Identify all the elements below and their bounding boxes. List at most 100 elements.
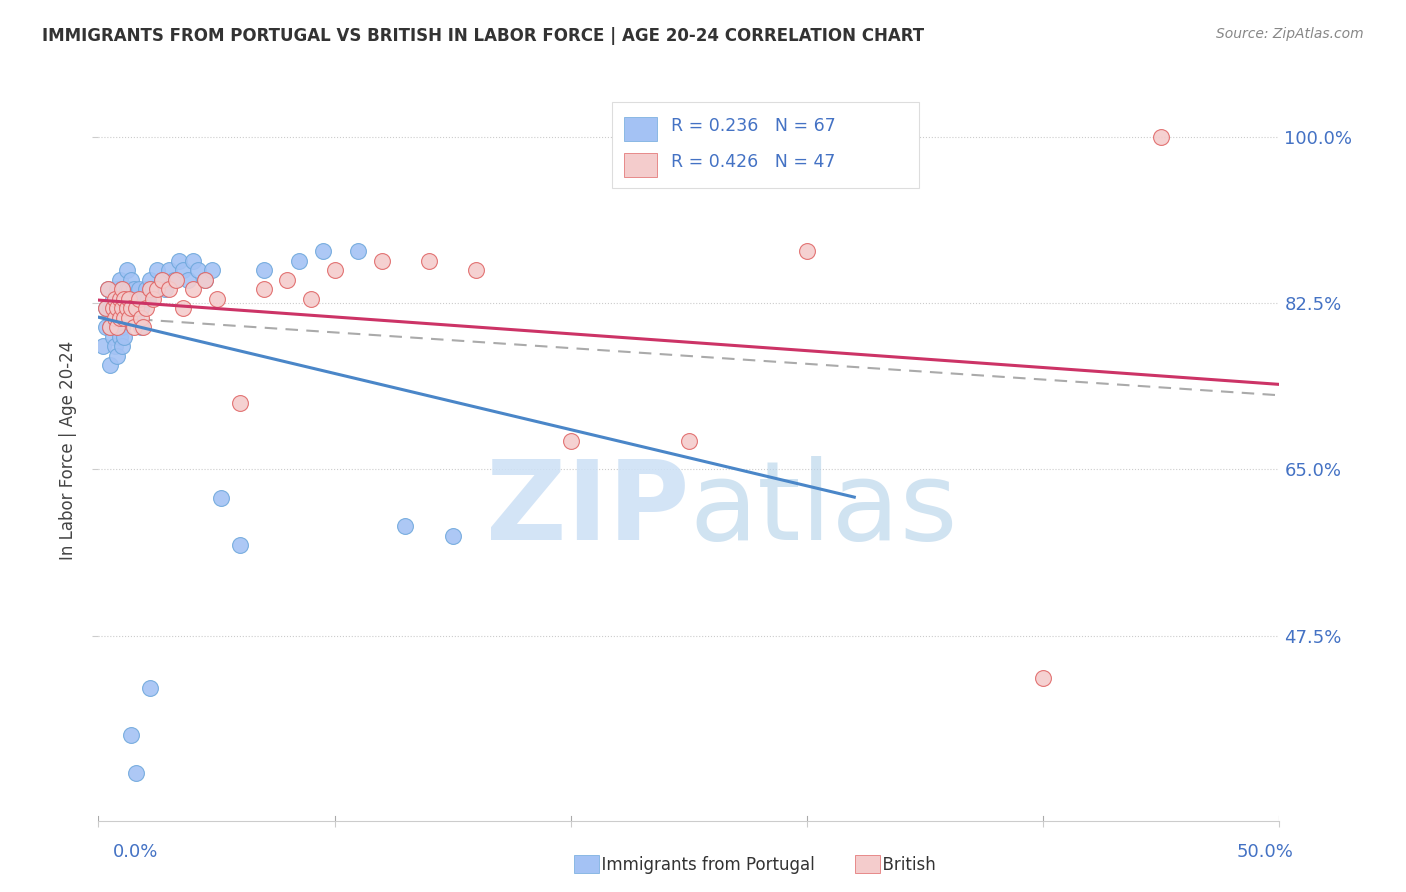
Point xyxy=(105,320,128,334)
Point xyxy=(98,320,121,334)
Point xyxy=(205,292,228,306)
Text: Immigrants from Portugal: Immigrants from Portugal xyxy=(591,856,814,874)
Point xyxy=(418,253,440,268)
Point xyxy=(108,272,131,286)
Point xyxy=(111,320,134,334)
Point xyxy=(299,292,322,306)
Point xyxy=(253,263,276,277)
Point xyxy=(129,301,152,315)
Point xyxy=(104,301,127,315)
FancyBboxPatch shape xyxy=(574,855,599,873)
Point xyxy=(167,253,190,268)
Point xyxy=(142,292,165,306)
Point xyxy=(371,253,394,268)
Point xyxy=(142,282,165,296)
Point xyxy=(323,263,346,277)
Point xyxy=(194,272,217,286)
Point xyxy=(111,301,134,315)
Point xyxy=(177,272,200,286)
Point xyxy=(125,310,148,325)
Point xyxy=(105,320,128,334)
Point xyxy=(146,263,169,277)
Point xyxy=(136,292,159,306)
Text: British: British xyxy=(872,856,935,874)
Point xyxy=(121,292,143,306)
Point xyxy=(105,349,128,363)
Point xyxy=(101,329,124,343)
Point xyxy=(111,282,134,296)
Point xyxy=(94,301,117,315)
Point xyxy=(1150,130,1173,145)
Point xyxy=(101,292,124,306)
Point xyxy=(181,253,204,268)
Y-axis label: In Labor Force | Age 20-24: In Labor Force | Age 20-24 xyxy=(59,341,77,560)
Point xyxy=(172,263,194,277)
Point xyxy=(181,282,204,296)
Point xyxy=(132,292,155,306)
Point xyxy=(112,292,135,306)
Point xyxy=(146,282,169,296)
Point xyxy=(118,310,141,325)
Point xyxy=(112,310,135,325)
FancyBboxPatch shape xyxy=(855,855,880,873)
Text: IMMIGRANTS FROM PORTUGAL VS BRITISH IN LABOR FORCE | AGE 20-24 CORRELATION CHART: IMMIGRANTS FROM PORTUGAL VS BRITISH IN L… xyxy=(42,27,924,45)
Point xyxy=(97,282,120,296)
Point xyxy=(118,282,141,296)
Point xyxy=(172,301,194,315)
FancyBboxPatch shape xyxy=(612,103,920,187)
Point xyxy=(139,681,162,695)
Point xyxy=(129,320,152,334)
Point xyxy=(121,272,143,286)
Point xyxy=(121,301,143,315)
Point xyxy=(104,339,127,353)
Point xyxy=(229,396,252,410)
Point xyxy=(312,244,335,259)
Point xyxy=(104,292,127,306)
Point xyxy=(91,339,114,353)
Point xyxy=(157,263,180,277)
Point xyxy=(139,272,162,286)
Point xyxy=(112,310,135,325)
Point xyxy=(163,272,186,286)
Text: Source: ZipAtlas.com: Source: ZipAtlas.com xyxy=(1216,27,1364,41)
Point xyxy=(122,301,145,315)
Point xyxy=(105,301,128,315)
Point xyxy=(150,272,173,286)
Point xyxy=(108,310,131,325)
Point xyxy=(150,272,173,286)
Point xyxy=(135,282,157,296)
Point xyxy=(187,263,209,277)
Point xyxy=(108,329,131,343)
Point xyxy=(441,529,464,543)
Point xyxy=(108,292,131,306)
Point xyxy=(209,491,232,505)
FancyBboxPatch shape xyxy=(624,153,657,177)
Point xyxy=(121,728,143,742)
Point xyxy=(194,272,217,286)
Text: 50.0%: 50.0% xyxy=(1237,843,1294,861)
Point xyxy=(112,329,135,343)
Point xyxy=(129,310,152,325)
Point xyxy=(347,244,370,259)
Point xyxy=(125,301,148,315)
FancyBboxPatch shape xyxy=(624,118,657,141)
Point xyxy=(394,519,416,533)
Point xyxy=(115,263,138,277)
Text: atlas: atlas xyxy=(689,456,957,563)
Point xyxy=(101,310,124,325)
Point xyxy=(128,292,150,306)
Point xyxy=(465,263,488,277)
Point xyxy=(122,320,145,334)
Point xyxy=(105,301,128,315)
Point xyxy=(105,282,128,296)
Point xyxy=(560,434,582,448)
Point xyxy=(796,244,818,259)
Text: R = 0.236   N = 67: R = 0.236 N = 67 xyxy=(671,117,837,136)
Point xyxy=(135,301,157,315)
Point xyxy=(94,320,117,334)
Point xyxy=(111,339,134,353)
Point xyxy=(97,282,120,296)
Point xyxy=(122,282,145,296)
Point xyxy=(104,320,127,334)
Point xyxy=(229,538,252,552)
